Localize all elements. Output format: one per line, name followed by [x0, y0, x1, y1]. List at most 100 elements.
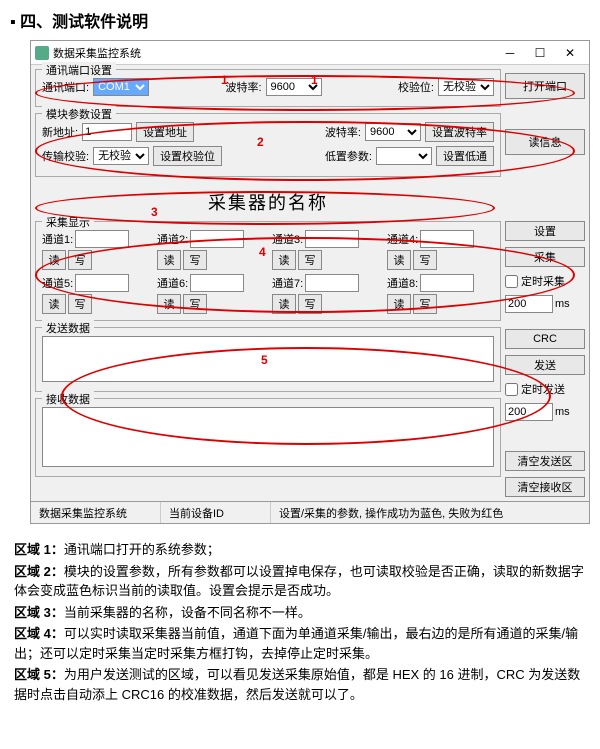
channel-label: 通道6:: [157, 275, 188, 291]
timer-send-input[interactable]: [505, 403, 553, 421]
maximize-button[interactable]: ☐: [525, 43, 555, 63]
status-cell-3: 设置/采集的参数, 操作成功为蓝色, 失败为红色: [271, 502, 589, 523]
channel-read-button[interactable]: 读: [42, 294, 66, 314]
module-baud-label: 波特率:: [325, 124, 361, 140]
channel-input[interactable]: [75, 274, 129, 292]
channel-read-button[interactable]: 读: [42, 250, 66, 270]
channel-input[interactable]: [305, 274, 359, 292]
desc-4-label: 区域 4：: [14, 626, 64, 641]
addr-label: 新地址:: [42, 124, 78, 140]
channel-write-button[interactable]: 写: [68, 250, 92, 270]
channel-1: 通道1:读写: [42, 230, 149, 270]
channel-write-button[interactable]: 写: [413, 250, 437, 270]
send-button[interactable]: 发送: [505, 355, 585, 375]
app-icon: [35, 46, 49, 60]
timer-send-row: 定时发送: [505, 381, 585, 397]
channel-write-button[interactable]: 写: [298, 294, 322, 314]
channel-input[interactable]: [420, 230, 474, 248]
set-addr-button[interactable]: 设置地址: [136, 122, 194, 142]
port-select[interactable]: COM1: [93, 78, 149, 96]
app-window: 数据采集监控系统 ─ ☐ ✕ 1 1 2 3 4 5 通讯端口设置 通讯端口: …: [30, 40, 590, 524]
display-group: 采集显示 通道1:读写通道2:读写通道3:读写通道4:读写通道5:读写通道6:读…: [35, 221, 501, 321]
channel-read-button[interactable]: 读: [272, 250, 296, 270]
client-area: 1 1 2 3 4 5 通讯端口设置 通讯端口: COM1 波特率: 9600: [31, 65, 589, 501]
channel-read-button[interactable]: 读: [157, 250, 181, 270]
timer-send-label: 定时发送: [521, 381, 565, 397]
page-heading: 四、测试软件说明: [0, 0, 600, 40]
channel-write-button[interactable]: 写: [298, 250, 322, 270]
desc-3-text: 当前采集器的名称，设备不同名称不一样。: [64, 605, 311, 620]
status-cell-2: 当前设备ID: [161, 502, 271, 523]
minimize-button[interactable]: ─: [495, 43, 525, 63]
timer-collect-checkbox[interactable]: [505, 275, 518, 288]
channel-5: 通道5:读写: [42, 274, 149, 314]
statusbar: 数据采集监控系统 当前设备ID 设置/采集的参数, 操作成功为蓝色, 失败为红色: [31, 501, 589, 523]
send-group-title: 发送数据: [42, 320, 94, 336]
channel-input[interactable]: [75, 230, 129, 248]
desc-5-text: 为用户发送测试的区域，可以看见发送采集原始值，都是 HEX 的 16 进制，CR…: [14, 667, 580, 702]
send-textarea[interactable]: [42, 336, 494, 382]
status-cell-1: 数据采集监控系统: [31, 502, 161, 523]
set-parity-button[interactable]: 设置校验位: [153, 146, 222, 166]
parity-select[interactable]: 无校验: [438, 78, 494, 96]
channel-label: 通道4:: [387, 231, 418, 247]
channel-read-button[interactable]: 读: [272, 294, 296, 314]
channel-read-button[interactable]: 读: [387, 250, 411, 270]
channel-write-button[interactable]: 写: [68, 294, 92, 314]
channel-write-button[interactable]: 写: [413, 294, 437, 314]
timer-collect-label: 定时采集: [521, 273, 565, 289]
channel-read-button[interactable]: 读: [157, 294, 181, 314]
module-group-title: 模块参数设置: [42, 106, 116, 122]
clear-send-button[interactable]: 清空发送区: [505, 451, 585, 471]
parity-label: 校验位:: [398, 79, 434, 95]
description-block: 区域 1：通讯端口打开的系统参数； 区域 2：模块的设置参数，所有参数都可以设置…: [0, 534, 600, 712]
crc-button[interactable]: CRC: [505, 329, 585, 349]
channel-write-button[interactable]: 写: [183, 250, 207, 270]
desc-5-label: 区域 5：: [14, 667, 64, 682]
port-label: 通讯端口:: [42, 79, 89, 95]
baud-select[interactable]: 9600: [266, 78, 322, 96]
desc-2-text: 模块的设置参数，所有参数都可以设置掉电保存，也可读取校验是否正确，读取的新数据字…: [14, 564, 584, 599]
channel-label: 通道8:: [387, 275, 418, 291]
clear-recv-button[interactable]: 清空接收区: [505, 477, 585, 497]
channel-8: 通道8: 读写: [387, 274, 494, 314]
channel-write-button[interactable]: 写: [183, 294, 207, 314]
timer-collect-input[interactable]: [505, 295, 553, 313]
read-info-button[interactable]: 读信息: [505, 129, 585, 155]
send-group: 发送数据: [35, 327, 501, 392]
channel-input[interactable]: [190, 230, 244, 248]
left-column: 通讯端口设置 通讯端口: COM1 波特率: 9600 校验位: 无校验 模块参…: [35, 69, 501, 497]
display-group-title: 采集显示: [42, 214, 94, 230]
channel-input[interactable]: [420, 274, 474, 292]
channel-label: 通道2:: [157, 231, 188, 247]
range-select[interactable]: [376, 147, 432, 165]
channel-input[interactable]: [190, 274, 244, 292]
set-range-button[interactable]: 设置低通: [436, 146, 494, 166]
module-parity-select[interactable]: 无校验: [93, 147, 149, 165]
port-settings-group: 通讯端口设置 通讯端口: COM1 波特率: 9600 校验位: 无校验: [35, 69, 501, 107]
timer-send-checkbox[interactable]: [505, 383, 518, 396]
desc-1-label: 区域 1：: [14, 542, 64, 557]
channel-6: 通道6: 读写: [157, 274, 264, 314]
channel-read-button[interactable]: 读: [387, 294, 411, 314]
recv-group-title: 接收数据: [42, 391, 94, 407]
set-baud-button[interactable]: 设置波特率: [425, 122, 494, 142]
close-button[interactable]: ✕: [555, 43, 585, 63]
open-port-button[interactable]: 打开端口: [505, 73, 585, 99]
module-baud-select[interactable]: 9600: [365, 123, 421, 141]
channel-2: 通道2: 读写: [157, 230, 264, 270]
set-button[interactable]: 设置: [505, 221, 585, 241]
recv-group: 接收数据: [35, 398, 501, 477]
window-title: 数据采集监控系统: [53, 45, 495, 61]
collect-button[interactable]: 采集: [505, 247, 585, 267]
port-group-title: 通讯端口设置: [42, 62, 116, 78]
addr-input[interactable]: [82, 123, 132, 141]
module-settings-group: 模块参数设置 新地址: 设置地址 波特率: 9600 设置波特率 传输校验: 无…: [35, 113, 501, 177]
timer-collect-row: 定时采集: [505, 273, 585, 289]
channel-input[interactable]: [305, 230, 359, 248]
ms-label-2: ms: [555, 406, 570, 418]
channel-7: 通道7:读写: [272, 274, 379, 314]
ms-label-1: ms: [555, 298, 570, 310]
recv-textarea[interactable]: [42, 407, 494, 467]
right-column: 打开端口 读信息 设置 采集 定时采集 ms CRC 发送 定时发送: [505, 69, 585, 497]
